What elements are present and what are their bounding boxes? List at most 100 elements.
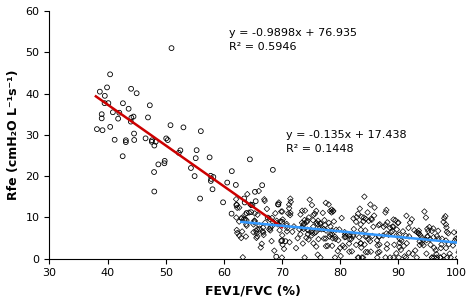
Point: [283, 226, 291, 230]
Point: [413, 230, 420, 234]
Point: [416, 239, 423, 244]
Point: [415, 228, 422, 233]
Point: [419, 238, 427, 243]
Point: [382, 210, 389, 215]
Point: [192, 156, 200, 161]
Point: [371, 205, 378, 210]
Point: [314, 218, 322, 223]
Point: [362, 234, 369, 239]
Point: [442, 222, 450, 227]
Point: [254, 234, 261, 239]
Point: [287, 210, 294, 215]
Point: [300, 226, 308, 231]
Point: [106, 72, 114, 77]
Point: [251, 189, 259, 194]
Point: [240, 196, 248, 201]
Point: [247, 203, 255, 208]
Point: [382, 255, 389, 260]
Point: [458, 212, 465, 217]
Point: [242, 222, 250, 227]
Point: [395, 232, 403, 237]
Point: [365, 237, 372, 242]
Point: [338, 216, 346, 220]
Point: [233, 215, 240, 220]
Point: [402, 233, 410, 238]
Point: [417, 233, 424, 238]
Point: [280, 247, 288, 251]
Point: [325, 220, 333, 225]
Point: [383, 231, 390, 236]
Point: [347, 237, 355, 241]
Point: [197, 129, 205, 133]
Point: [240, 217, 248, 222]
Point: [234, 230, 241, 235]
Point: [442, 246, 450, 250]
Point: [306, 197, 313, 202]
Point: [389, 224, 396, 229]
Point: [295, 227, 303, 232]
Point: [408, 217, 416, 222]
Point: [273, 218, 281, 223]
Point: [440, 216, 448, 221]
Point: [354, 211, 362, 216]
Point: [357, 241, 365, 246]
Point: [325, 202, 332, 207]
Point: [396, 245, 403, 250]
Point: [322, 236, 329, 241]
Point: [247, 210, 255, 215]
Point: [292, 246, 300, 250]
Point: [443, 255, 451, 260]
Point: [243, 211, 250, 216]
Point: [357, 227, 365, 232]
Point: [294, 236, 301, 241]
Point: [260, 233, 267, 237]
Point: [449, 243, 457, 248]
Point: [122, 138, 129, 143]
Point: [402, 255, 410, 260]
Point: [396, 240, 403, 245]
Point: [341, 230, 348, 235]
Point: [210, 174, 217, 179]
Point: [300, 221, 308, 226]
Point: [411, 248, 419, 253]
Point: [374, 255, 381, 260]
Point: [93, 127, 101, 132]
Point: [435, 236, 442, 241]
Point: [237, 236, 245, 240]
Point: [374, 243, 382, 248]
Point: [392, 251, 400, 256]
Point: [177, 148, 184, 153]
Point: [287, 196, 294, 201]
Point: [358, 215, 365, 219]
Point: [278, 238, 286, 243]
Point: [133, 91, 140, 96]
Point: [233, 228, 240, 233]
Point: [376, 250, 383, 254]
Point: [322, 228, 330, 233]
Point: [127, 119, 135, 124]
Point: [454, 237, 462, 242]
Point: [352, 219, 360, 224]
Point: [386, 225, 394, 230]
Point: [405, 250, 412, 255]
Point: [148, 140, 155, 144]
Point: [426, 225, 433, 230]
Point: [116, 110, 123, 115]
Point: [98, 116, 106, 121]
Point: [250, 220, 258, 225]
Point: [360, 219, 367, 224]
Point: [175, 150, 182, 155]
Text: y = -0.9898x + 76.935
R² = 0.5946: y = -0.9898x + 76.935 R² = 0.5946: [228, 28, 356, 52]
Point: [168, 46, 175, 50]
Point: [390, 217, 397, 222]
Point: [284, 211, 292, 216]
Point: [276, 228, 283, 233]
Point: [148, 138, 156, 143]
Point: [269, 220, 277, 225]
Point: [385, 232, 392, 237]
Point: [279, 242, 286, 247]
Point: [427, 242, 434, 247]
Point: [320, 226, 328, 231]
Point: [130, 131, 138, 136]
Point: [297, 232, 304, 237]
